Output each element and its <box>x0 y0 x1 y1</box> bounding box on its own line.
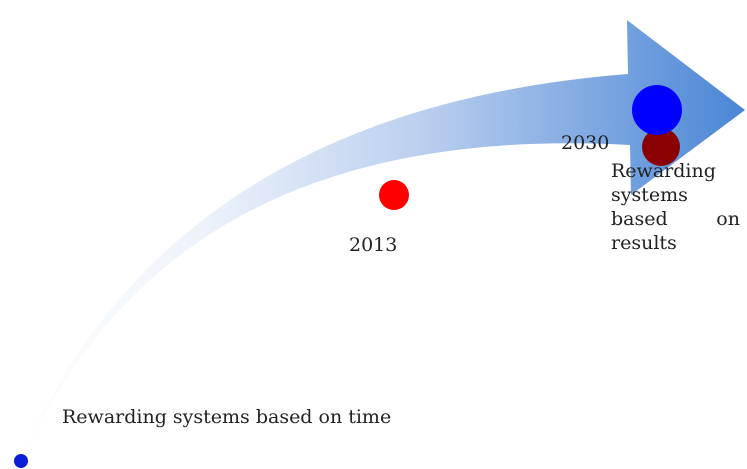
start-label: Rewarding systems based on time <box>62 406 392 428</box>
start-dot <box>14 454 28 468</box>
year-label-2030: 2030 <box>561 132 610 154</box>
year-label-2013: 2013 <box>349 234 398 256</box>
dot-2013 <box>379 180 409 210</box>
curved-arrow <box>18 20 745 463</box>
dot-2030-darkred <box>642 128 680 166</box>
end-label: Rewarding systems based on results <box>611 160 740 254</box>
dot-2030-blue <box>632 85 682 135</box>
